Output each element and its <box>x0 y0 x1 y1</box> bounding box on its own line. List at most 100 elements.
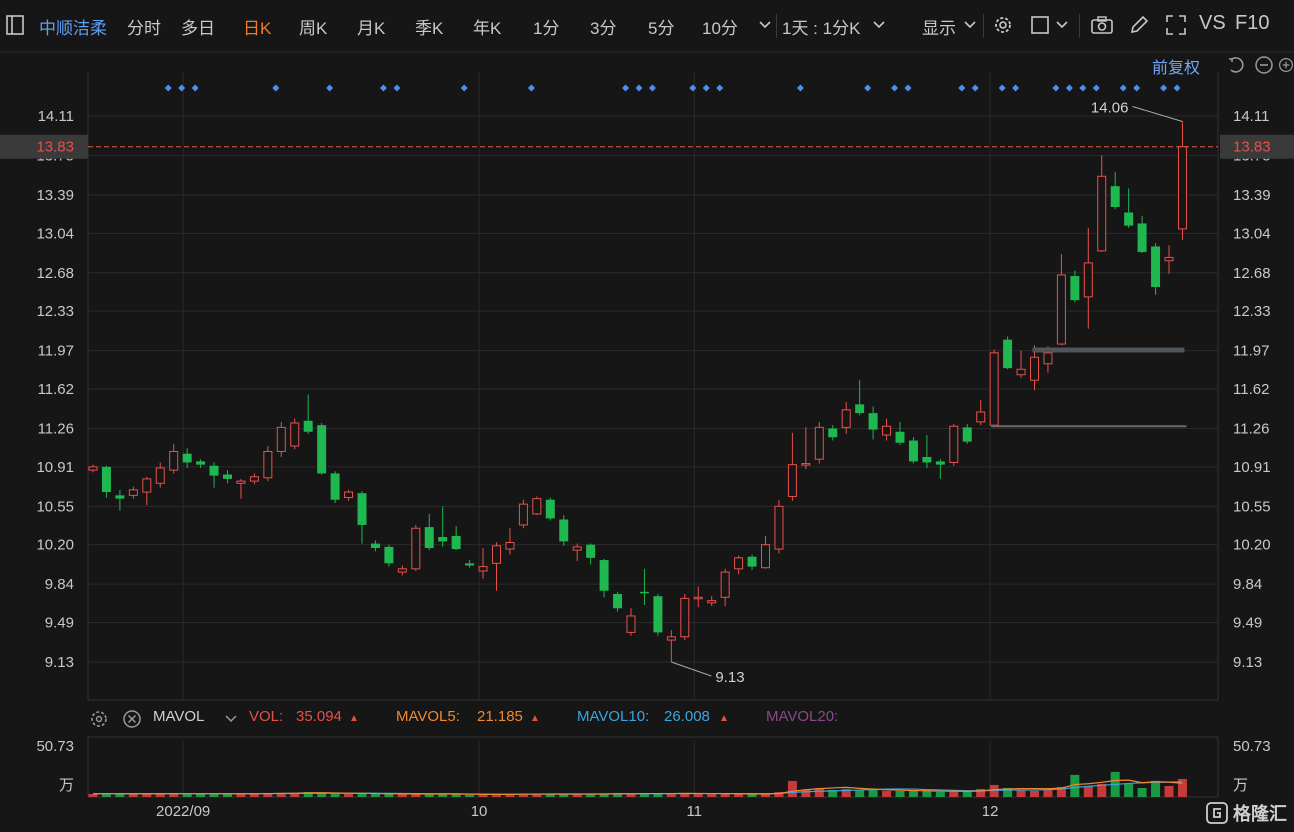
tab-period-9[interactable]: 5分 <box>648 19 675 38</box>
support-line-upper <box>1032 347 1185 353</box>
candle <box>801 427 811 470</box>
tab-period-8[interactable]: 3分 <box>590 19 617 38</box>
tab-period-2[interactable]: 日K <box>243 19 272 38</box>
candle-body <box>236 480 246 484</box>
volume-bar <box>317 792 327 797</box>
adjust-mode-button[interactable]: 前复权 <box>1152 60 1201 77</box>
interval-chevron-icon[interactable] <box>866 12 892 38</box>
event-marker <box>460 84 468 92</box>
volume-indicator-name[interactable]: MAVOL <box>153 708 205 725</box>
fullscreen-icon[interactable] <box>1163 12 1189 38</box>
tab-period-10[interactable]: 10分 <box>702 19 738 38</box>
current-price-tag-right-bg <box>1220 134 1294 159</box>
volume-bar <box>249 793 259 797</box>
candle-body <box>384 546 394 564</box>
volume-bar <box>492 793 501 797</box>
candle-body <box>209 465 219 476</box>
display-menu[interactable]: 显示 <box>922 19 956 38</box>
y-tick-label-right: 11.26 <box>1233 420 1269 437</box>
candle-body <box>1177 146 1187 230</box>
undo-icon[interactable] <box>1223 52 1249 78</box>
tab-period-1[interactable]: 多日 <box>181 19 215 38</box>
tab-period-5[interactable]: 季K <box>415 19 444 38</box>
candle-body <box>828 428 838 438</box>
candle-body <box>949 425 959 463</box>
pencil-icon[interactable] <box>1126 12 1152 38</box>
candle <box>1151 243 1161 295</box>
candle-body <box>142 478 152 493</box>
event-marker <box>1092 84 1100 92</box>
candle-body <box>1083 262 1093 298</box>
period-more-chevron-icon[interactable] <box>752 12 778 38</box>
volume-bar <box>263 792 273 797</box>
volume-bar <box>976 788 986 797</box>
checkbox-icon[interactable] <box>1028 12 1054 38</box>
volume-bar <box>223 793 232 797</box>
candle-body <box>882 425 892 436</box>
chart-grid <box>0 51 1294 797</box>
zoom-out-icon[interactable] <box>1251 52 1277 78</box>
volume-bar <box>1151 780 1161 797</box>
volume-close-icon[interactable] <box>119 706 145 732</box>
candle-body <box>908 440 918 462</box>
candle <box>1070 270 1080 303</box>
vs-button[interactable]: VS <box>1199 12 1226 34</box>
tab-period-3[interactable]: 周K <box>299 19 328 38</box>
tab-period-0[interactable]: 分时 <box>127 19 161 38</box>
y-tick-label-left: 9.49 <box>45 615 74 632</box>
event-marker <box>178 84 186 92</box>
event-marker <box>379 84 387 92</box>
gear-icon[interactable] <box>990 12 1016 38</box>
volume-settings-gear-icon[interactable] <box>86 706 112 732</box>
zoom-in-icon[interactable] <box>1278 52 1294 78</box>
candle-body <box>518 503 528 526</box>
volume-bar <box>707 793 717 797</box>
candle-body <box>720 571 730 598</box>
panel-toggle-icon[interactable] <box>2 12 28 38</box>
date-axis: 2022/09 10 11 12 <box>156 803 998 820</box>
volume-bar <box>169 792 179 797</box>
candle-body <box>115 495 125 499</box>
stock-name[interactable]: 中顺洁柔 <box>39 19 107 38</box>
tab-period-7[interactable]: 1分 <box>533 19 560 38</box>
candle-body <box>169 450 179 471</box>
candle-body <box>397 568 407 573</box>
camera-icon[interactable] <box>1089 12 1115 38</box>
volume-bar <box>142 793 152 797</box>
candle-body <box>841 409 851 428</box>
volume-axis-max-right: 50.73 <box>1233 738 1271 755</box>
interval-select[interactable]: 1天 : 1分K <box>782 19 861 38</box>
x-tick-label: 11 <box>686 803 702 820</box>
event-marker <box>191 84 199 92</box>
candle <box>518 499 528 529</box>
candle-body <box>276 426 286 452</box>
candle-body <box>155 467 165 484</box>
y-tick-label-right: 13.04 <box>1233 225 1271 242</box>
tab-period-4[interactable]: 月K <box>357 19 386 38</box>
y-tick-label-left: 12.33 <box>36 303 74 320</box>
volume-bar <box>451 793 461 797</box>
volume-bar <box>747 793 757 797</box>
candle-body <box>1070 276 1080 301</box>
tab-period-6[interactable]: 年K <box>473 19 502 38</box>
volume-bar <box>357 793 367 797</box>
mavol5-line <box>92 779 1183 795</box>
volume-bar <box>895 790 905 797</box>
y-tick-label-left: 11.62 <box>38 381 74 398</box>
candle-body <box>545 499 555 519</box>
checkbox-chevron-icon[interactable] <box>1049 12 1075 38</box>
candle <box>774 499 784 554</box>
candle <box>128 486 138 499</box>
candle-body <box>451 535 461 550</box>
f10-button[interactable]: F10 <box>1235 12 1270 34</box>
indicator-chevron-icon[interactable] <box>218 706 244 732</box>
chart-overlays: 13.83 13.83 14.06 9.13 <box>0 99 1294 686</box>
y-tick-label-left: 10.55 <box>36 498 74 515</box>
candle <box>586 543 596 565</box>
candle-body <box>613 594 623 609</box>
candle-body <box>922 456 932 463</box>
x-tick-label: 2022/09 <box>156 803 210 820</box>
candle-series <box>88 121 1187 662</box>
display-chevron-icon[interactable] <box>957 12 983 38</box>
